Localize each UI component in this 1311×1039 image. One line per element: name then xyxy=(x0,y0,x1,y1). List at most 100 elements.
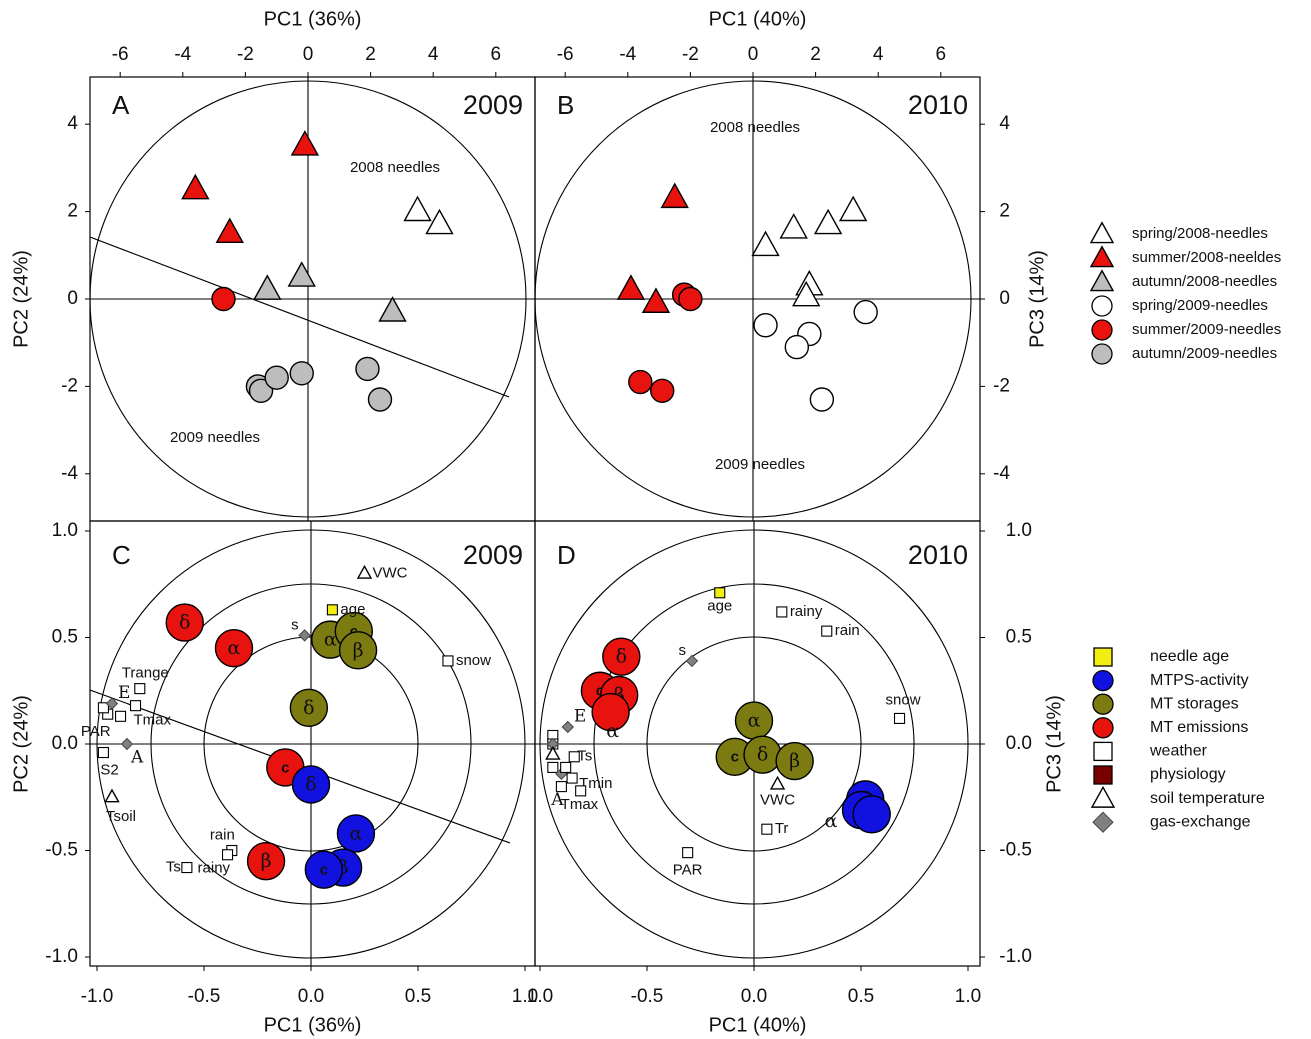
legend-top-label-1: summer/2008-neeldes xyxy=(1132,249,1281,266)
legend-top-symbol-4 xyxy=(1091,319,1113,341)
xtick-label-B-0: -6 xyxy=(557,44,574,65)
circle-label-C-7: δ xyxy=(303,697,314,719)
circle-label-D-3: α xyxy=(606,720,619,742)
legend-top-label-0: spring/2008-needles xyxy=(1132,225,1268,242)
marker-D-4 xyxy=(893,712,906,724)
y-axis-title-B: PC3 (14%) xyxy=(1026,250,1048,348)
annotation-2009-A: 2009 needles xyxy=(170,429,260,446)
xtick-label-D-4: 1.0 xyxy=(955,986,981,1007)
marker-label-D-16: A xyxy=(550,790,564,810)
ytick-label-B-3: -2 xyxy=(993,375,1010,396)
ytick-label-D-2: 0.0 xyxy=(1006,733,1032,754)
legend-top-symbol-3 xyxy=(1091,295,1113,317)
xtick-label-A-1: -4 xyxy=(174,44,191,65)
point-B-10 xyxy=(678,286,703,312)
point-B-12 xyxy=(650,378,675,403)
xtick-label-A-2: -2 xyxy=(237,44,254,65)
legend-bottom-symbol-2 xyxy=(1092,693,1114,715)
marker-label-C-4: Trange xyxy=(122,665,169,682)
marker-C-9 xyxy=(105,697,119,710)
marker-C-1 xyxy=(356,564,373,579)
point-A-14 xyxy=(367,387,393,412)
circle-C-8 xyxy=(291,765,331,804)
legend-bottom-symbol-7 xyxy=(1092,811,1114,833)
marker-C-10 xyxy=(120,737,134,751)
legend-bottom-symbol-4 xyxy=(1093,741,1113,762)
y-axis-title-C: PC2 (24%) xyxy=(10,695,32,793)
ytick-label-A-2: 0 xyxy=(67,288,78,309)
circle-C-11 xyxy=(304,850,344,889)
xtick-label-B-2: -2 xyxy=(682,44,699,65)
xtick-label-D-3: 0.5 xyxy=(848,986,874,1007)
legend-bottom-symbol-1 xyxy=(1092,669,1114,692)
marker-label-C-13: rain xyxy=(210,826,235,843)
marker-label-C-7: PAR xyxy=(81,723,111,740)
marker-label-D-18: Tr xyxy=(775,820,789,837)
marker-D-19 xyxy=(682,847,694,859)
marker-C-6 xyxy=(114,710,127,722)
circle-D-10 xyxy=(852,795,891,834)
marker-D-1 xyxy=(776,606,788,618)
ytick-label-A-3: -2 xyxy=(61,375,78,396)
circle-label-C-9: α xyxy=(350,822,363,844)
point-B-8 xyxy=(792,280,821,307)
point-B-16 xyxy=(853,299,878,325)
xtick-label-B-1: -4 xyxy=(619,44,636,65)
point-A-4 xyxy=(425,208,454,235)
panel-letter-D: D xyxy=(557,540,576,570)
legend-top-label-3: spring/2009-needles xyxy=(1132,297,1268,314)
marker-C-14 xyxy=(221,849,234,861)
circle-label-C-8: δ xyxy=(305,773,316,795)
xtick-label-A-4: 2 xyxy=(365,44,376,65)
circle-D-7 xyxy=(775,741,814,781)
marker-D-5 xyxy=(561,720,575,734)
marker-C-4 xyxy=(134,683,146,695)
xtick-label-B-5: 4 xyxy=(873,44,884,65)
circle-label-C-3: β xyxy=(261,850,272,872)
circle-D-3 xyxy=(591,692,630,732)
annotation-2009-B: 2009 needles xyxy=(715,456,805,473)
xtick-label-C-4: 1.0 xyxy=(512,986,538,1007)
year-label-A: 2009 xyxy=(463,90,523,120)
marker-D-18 xyxy=(761,823,773,835)
ytick-label-C-4: -1.0 xyxy=(45,946,78,967)
circle-C-1 xyxy=(214,628,254,668)
ytick-label-B-4: -4 xyxy=(993,463,1010,484)
legend-top-symbol-2 xyxy=(1089,269,1115,292)
legend-top-symbol-1 xyxy=(1089,245,1115,268)
xtick-label-C-3: 0.5 xyxy=(405,986,431,1007)
xtick-label-D-2: 0.0 xyxy=(741,986,767,1007)
point-A-8 xyxy=(211,286,236,312)
legend-bottom-label-5: physiology xyxy=(1150,766,1226,783)
marker-C-8 xyxy=(97,702,109,714)
circle-C-0 xyxy=(165,603,204,642)
marker-label-D-17: VWC xyxy=(760,791,795,808)
circle-label-D-9: α xyxy=(825,810,838,832)
annotation-2008-A: 2008 needles xyxy=(350,159,440,176)
xtick-label-B-4: 2 xyxy=(810,44,821,65)
marker-label-D-0: age xyxy=(707,598,732,615)
ytick-label-B-0: 4 xyxy=(999,113,1010,134)
marker-D-0 xyxy=(714,587,726,599)
circle-label-C-11: c xyxy=(320,862,328,879)
circle-label-C-0: δ xyxy=(179,612,190,634)
marker-label-D-15: Tmax xyxy=(561,796,599,813)
point-B-4 xyxy=(779,213,808,239)
point-A-6 xyxy=(287,261,316,287)
marker-C-15 xyxy=(181,861,193,874)
legend-bottom-label-6: soil temperature xyxy=(1150,790,1265,807)
marker-label-C-3: snow xyxy=(456,652,491,669)
circle-C-9 xyxy=(336,814,376,853)
point-A-11 xyxy=(264,365,289,390)
marker-label-C-5: Tmax xyxy=(134,712,172,729)
year-label-D: 2010 xyxy=(908,540,968,570)
point-B-5 xyxy=(813,208,843,235)
ytick-label-C-3: -0.5 xyxy=(45,840,78,861)
xtick-label-C-0: -1.0 xyxy=(81,986,114,1007)
marker-label-C-15: Ts xyxy=(166,859,181,876)
marker-C-5 xyxy=(129,700,142,712)
marker-label-C-1: VWC xyxy=(373,565,408,582)
point-B-1 xyxy=(616,274,646,300)
point-B-6 xyxy=(838,195,868,222)
point-A-13 xyxy=(355,356,380,382)
